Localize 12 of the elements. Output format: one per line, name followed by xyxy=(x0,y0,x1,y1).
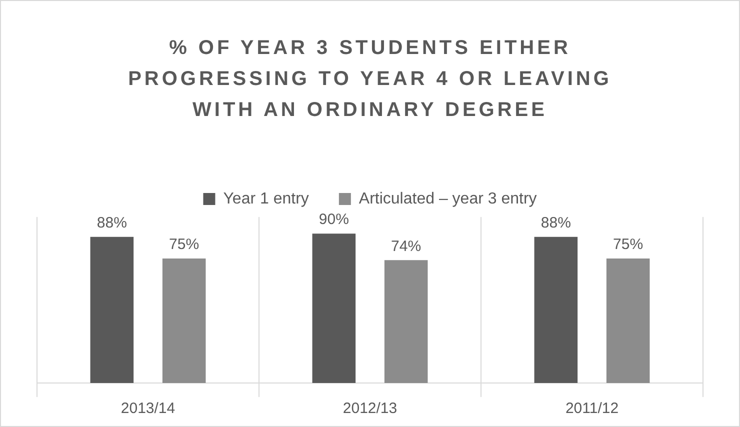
data-label: 75% xyxy=(169,236,200,254)
data-label: 90% xyxy=(318,211,349,228)
x-tick-label: 2011/12 xyxy=(565,400,619,418)
data-label: 74% xyxy=(391,238,422,255)
legend-label: Year 1 entry xyxy=(223,190,309,208)
x-tick-label: 2012/13 xyxy=(342,400,398,418)
chart-title: % OF YEAR 3 STUDENTS EITHER PROGRESSING TO YEAR 4 OR LEAVING WITH AN ORDINARY DEGREE xyxy=(127,36,613,123)
data-label: 88% xyxy=(540,214,571,232)
data-label: 88% xyxy=(96,214,127,232)
data-label: 75% xyxy=(613,236,644,254)
x-tick-label: 2013/14 xyxy=(120,400,176,418)
legend-label: Articulated – year 3 entry xyxy=(358,190,537,208)
